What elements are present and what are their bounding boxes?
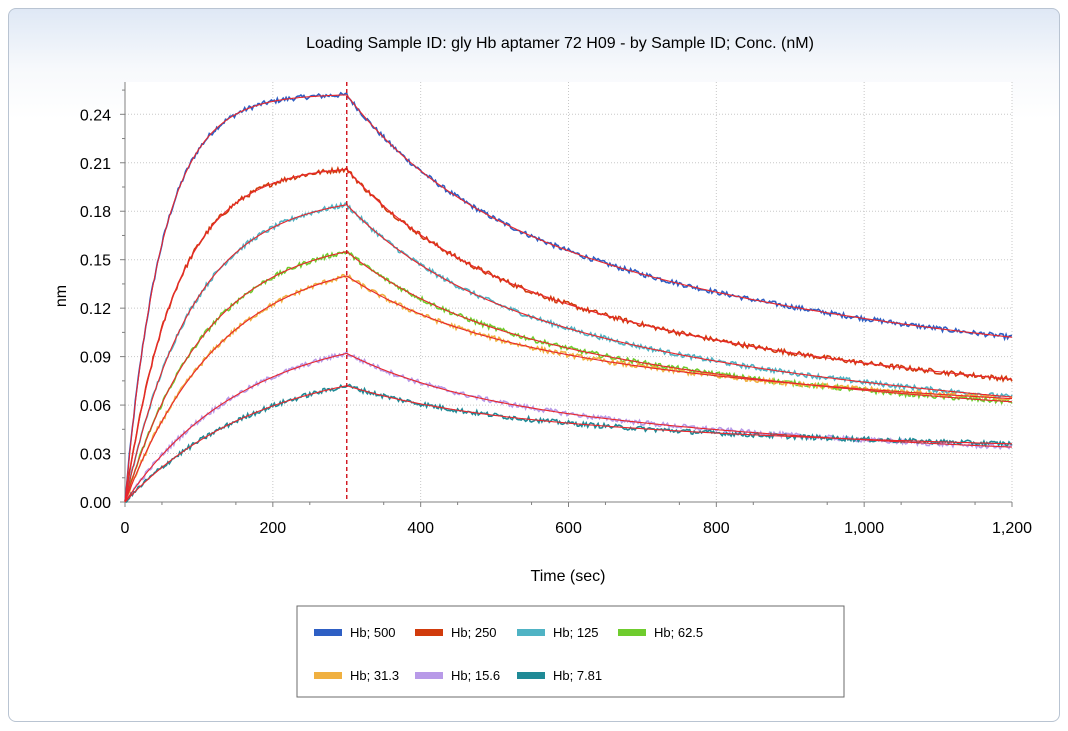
y-tick-label: 0.06 (80, 398, 111, 415)
legend-swatch (517, 629, 545, 636)
legend-label: Hb; 125 (553, 625, 599, 640)
legend-item: Hb; 500 (314, 625, 396, 640)
x-tick-label: 0 (121, 520, 130, 537)
x-tick-label: 800 (703, 520, 730, 537)
legend-box (296, 605, 845, 698)
legend-item: Hb; 15.6 (415, 668, 500, 683)
legend: Hb; 500 Hb; 250 Hb; 125 Hb; 62.5 Hb; 31.3 Hb;… (296, 605, 845, 698)
fit-line (124, 275, 1013, 503)
legend-swatch (517, 672, 545, 679)
y-tick-label: 0.00 (80, 495, 111, 512)
fit-line (124, 94, 1013, 503)
legend-swatch (415, 629, 443, 636)
x-tick-label: 1,200 (992, 520, 1032, 537)
y-tick-label: 0.09 (80, 350, 111, 367)
fit-line (124, 168, 1013, 503)
legend-items: Hb; 500 Hb; 250 Hb; 125 Hb; 62.5 Hb; 31.3 Hb;… (314, 625, 703, 683)
series-line (124, 350, 1013, 501)
chart-title: Loading Sample ID: gly Hb aptamer 72 H09… (306, 35, 814, 52)
x-tick-label: 600 (555, 520, 582, 537)
legend-swatch (618, 629, 646, 636)
legend-label: Hb; 500 (350, 625, 396, 640)
y-tick-label: 0.12 (80, 301, 111, 318)
x-tick-label: 1,000 (844, 520, 884, 537)
y-axis-title: nm (53, 285, 70, 307)
legend-label: Hb; 15.6 (451, 668, 500, 683)
y-tick-label: 0.18 (80, 204, 111, 221)
legend-item: Hb; 250 (415, 625, 497, 640)
series-line (124, 201, 1013, 501)
y-tick-label: 0.03 (80, 447, 111, 464)
series-layer (124, 91, 1013, 503)
legend-swatch (314, 672, 342, 679)
legend-label: Hb; 62.5 (654, 625, 703, 640)
legend-item: Hb; 31.3 (314, 668, 399, 683)
legend-label: Hb; 7.81 (553, 668, 602, 683)
legend-item: Hb; 62.5 (618, 625, 703, 640)
series-line (124, 383, 1013, 503)
x-tick-label: 200 (259, 520, 286, 537)
legend-item: Hb; 7.81 (517, 668, 602, 683)
fit-line (124, 251, 1013, 503)
grid-lines (125, 82, 1013, 502)
legend-label: Hb; 31.3 (350, 668, 399, 683)
y-tick-label: 0.24 (80, 107, 111, 124)
y-tick-label: 0.15 (80, 253, 111, 270)
fit-line (124, 204, 1013, 503)
x-axis-title: Time (sec) (531, 568, 606, 585)
x-tick-label: 400 (407, 520, 434, 537)
fit-line (124, 385, 1012, 503)
tick-labels: 0 200 400 600 800 1,000 1,200 0.00 0.03 0.06 0.09 0… (80, 107, 1032, 537)
legend-swatch (415, 672, 443, 679)
axes (120, 82, 1013, 507)
legend-item: Hb; 125 (517, 625, 599, 640)
legend-swatch (314, 629, 342, 636)
y-tick-label: 0.21 (80, 156, 111, 173)
legend-label: Hb; 250 (451, 625, 497, 640)
